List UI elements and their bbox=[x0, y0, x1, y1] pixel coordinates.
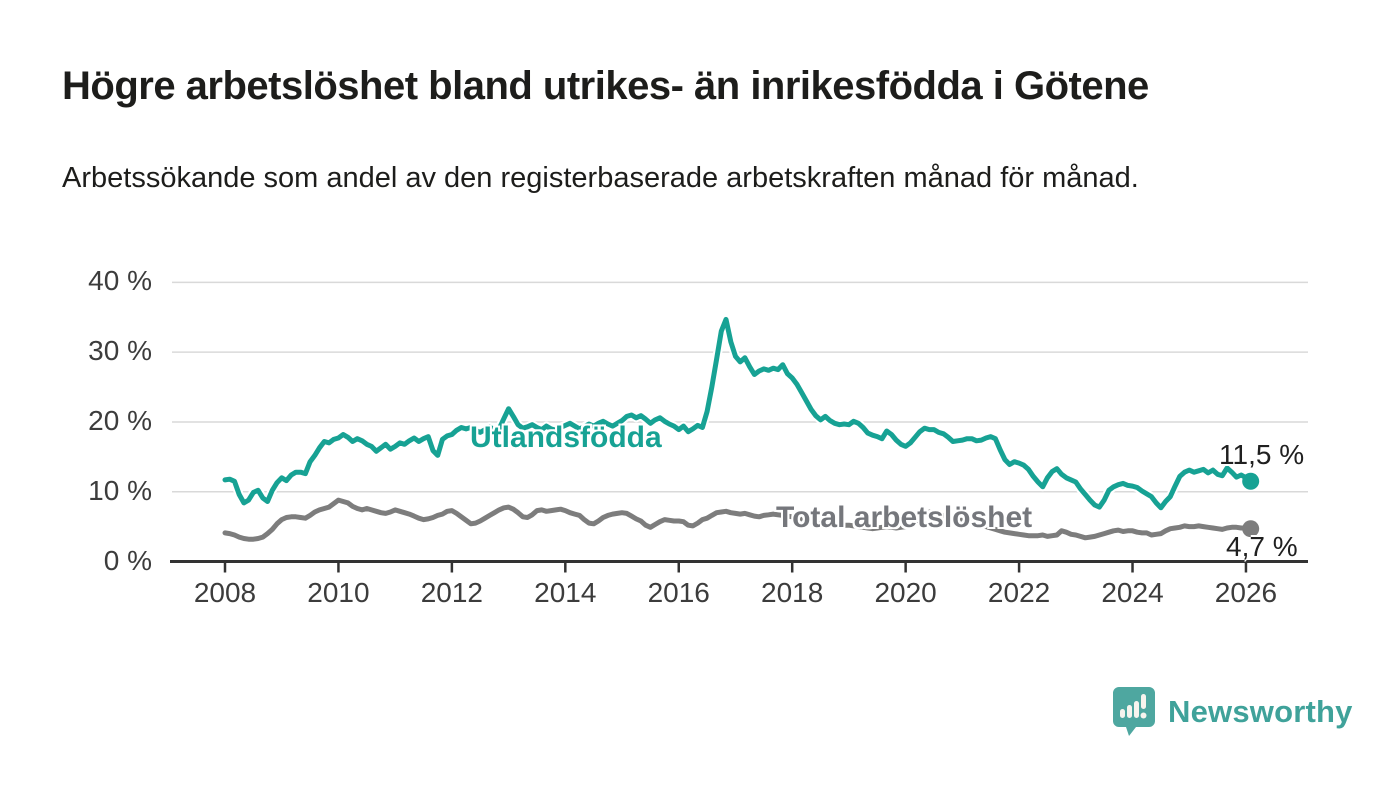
x-tick-label: 2012 bbox=[420, 577, 484, 608]
y-tick-label: 0 % bbox=[103, 544, 152, 576]
series-end-dot-utlandsfodda bbox=[1242, 472, 1260, 490]
x-tick-label: 2026 bbox=[1214, 577, 1278, 608]
bar-chart-speech-bubble-icon bbox=[1113, 687, 1155, 736]
x-tick-label: 2010 bbox=[307, 577, 370, 608]
x-tick-label: 2008 bbox=[193, 577, 257, 608]
y-tick-label: 40 % bbox=[88, 265, 152, 297]
series-line-utlandsfodda bbox=[222, 316, 1254, 511]
page-title: Högre arbetslöshet bland utrikes- än inr… bbox=[62, 64, 1149, 108]
series-end-dot-total bbox=[1242, 520, 1260, 538]
x-tick-label: 2020 bbox=[874, 577, 937, 608]
x-tick-label: 2024 bbox=[1101, 577, 1164, 608]
end-value-label-total: 4,7 % bbox=[1226, 531, 1298, 562]
y-tick-label: 20 % bbox=[88, 404, 152, 436]
newsworthy-logo-text: Newsworthy bbox=[1168, 694, 1353, 729]
chart-subtitle: Arbetssökande som andel av den registerb… bbox=[62, 162, 1139, 194]
x-tick-label: 2018 bbox=[761, 577, 824, 608]
newsworthy-logo: Newsworthy bbox=[1112, 686, 1353, 738]
series-label-total-arbetsloshet: Total arbetslöshet bbox=[776, 501, 1033, 534]
series-label-utlandsfodda: Utlandsfödda bbox=[470, 421, 662, 454]
x-tick-label: 2016 bbox=[647, 577, 710, 608]
series-line-total bbox=[222, 497, 1254, 542]
end-value-label-utlandsfodda: 11,5 % bbox=[1219, 439, 1305, 470]
y-tick-label: 10 % bbox=[88, 474, 152, 506]
x-tick-label: 2022 bbox=[987, 577, 1051, 608]
series-line-casing bbox=[220, 314, 1256, 513]
y-tick-label: 30 % bbox=[88, 335, 152, 367]
x-tick-label: 2014 bbox=[534, 577, 597, 608]
